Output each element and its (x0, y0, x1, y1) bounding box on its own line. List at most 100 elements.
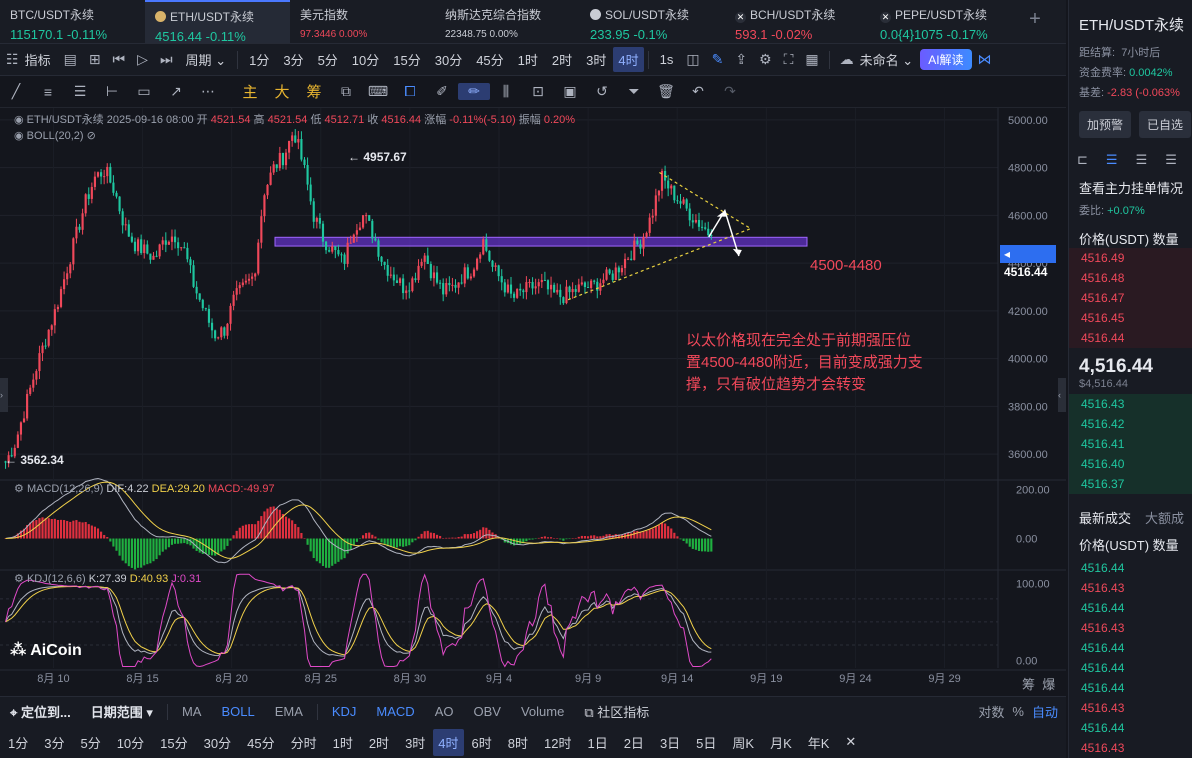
bottom-interval-19[interactable]: 周K (732, 735, 755, 751)
interval-4h[interactable]: 4时 (613, 47, 644, 72)
log-scale-toggle[interactable]: 对数 (978, 705, 1005, 720)
interval-5m[interactable]: 5分 (317, 53, 338, 68)
magnet-icon[interactable]: ⧉ (341, 83, 351, 99)
ticker-tab-nasdaq[interactable]: 纳斯达克综合指数 22348.75 0.00% (435, 0, 580, 43)
bottom-interval-11[interactable]: 4时 (433, 728, 464, 756)
locate-button[interactable]: ⌖ 定位到... (10, 705, 71, 720)
draw-active-icon[interactable]: ✏ (458, 83, 490, 100)
arrow-tool-icon[interactable]: ↗ (170, 83, 182, 99)
add-alert-button[interactable]: 加预警 (1079, 111, 1132, 138)
share-icon[interactable]: ⇪ (735, 51, 748, 67)
orderbook-row[interactable]: 4516.43 (1081, 397, 1125, 411)
trades-tab[interactable]: 最新成交 (1079, 511, 1132, 526)
interval-30m[interactable]: 30分 (434, 53, 463, 68)
ticker-tab-pepe[interactable]: ✕ PEPE/USDT永续 0.0{4}1075 -0.17% (870, 0, 1015, 43)
order-book-bids-icon[interactable]: ☰ (1165, 152, 1177, 167)
copy-icon[interactable]: ⧠ (404, 83, 416, 99)
ruler-icon[interactable]: ✐ (436, 83, 448, 99)
community-indicator-button[interactable]: ⧉ 社区指标 (584, 705, 650, 720)
main-force-button[interactable]: 主 (242, 84, 258, 101)
bottom-interval-4[interactable]: 15分 (160, 735, 188, 751)
settings-icon[interactable]: ⚙ (14, 483, 24, 495)
bottom-interval-10[interactable]: 3时 (405, 735, 426, 751)
pen-icon[interactable]: ✎ (711, 51, 724, 67)
ao-toggle[interactable]: AO (434, 704, 454, 719)
kdj-toggle[interactable]: KDJ (331, 704, 357, 719)
ticker-tab-sol[interactable]: SOL/USDT永续 233.95 -0.1% (580, 0, 725, 43)
ticker-tab-bch[interactable]: ✕ BCH/USDT永续 593.1 -0.02% (725, 0, 870, 43)
collapse-right-handle[interactable]: ‹ (1058, 378, 1066, 412)
bottom-interval-21[interactable]: 年K (807, 735, 830, 751)
step-back-icon[interactable]: ⏮ (112, 51, 126, 67)
auto-scale-toggle[interactable]: 自动 (1031, 705, 1058, 720)
indicators-button[interactable]: 指标 (24, 53, 51, 68)
play-icon[interactable]: ▷ (137, 51, 148, 67)
order-book-asks-icon[interactable]: ☰ (1135, 152, 1148, 167)
filter-icon[interactable]: ⏷ (628, 83, 640, 99)
period-dropdown[interactable]: 周期 ⌄ (179, 50, 234, 69)
ticker-tab-eth[interactable]: ETH/USDT永续 4516.44 -0.11% (145, 0, 290, 44)
ema-toggle[interactable]: EMA (274, 704, 303, 719)
interval-1s[interactable]: 1s (659, 52, 674, 67)
brush-icon[interactable]: ↺ (596, 83, 608, 99)
add-tab-icon[interactable]: + (1029, 8, 1041, 30)
interval-45m[interactable]: 45分 (476, 53, 504, 68)
bottom-interval-6[interactable]: 45分 (247, 735, 275, 751)
interval-2h[interactable]: 2时 (551, 53, 573, 68)
cloud-icon[interactable]: ☁ (839, 51, 854, 67)
boll-toggle[interactable]: BOLL (221, 704, 255, 719)
bottom-interval-5[interactable]: 30分 (203, 735, 232, 751)
orderbook-row[interactable]: 4516.48 (1069, 268, 1192, 288)
hline-tool-icon[interactable]: ⊢ (105, 83, 119, 99)
orderbook-row[interactable]: 4516.41 (1081, 437, 1125, 451)
orderbook-row[interactable]: 4516.49 (1069, 248, 1192, 268)
bottom-interval-20[interactable]: 月K (770, 735, 792, 751)
orderbook-row[interactable]: 4516.45 (1069, 308, 1192, 328)
bottom-interval-8[interactable]: 1时 (332, 735, 353, 751)
ma-toggle[interactable]: MA (181, 704, 202, 719)
settings-icon[interactable]: ⚙ (14, 573, 24, 585)
macd-toggle[interactable]: MACD (376, 704, 415, 719)
bottom-interval-9[interactable]: 2时 (368, 735, 390, 751)
template-dropdown[interactable]: 未命名 ⌄ (859, 53, 914, 68)
line-tool-icon[interactable]: ╱ (11, 83, 21, 99)
more-tools-icon[interactable]: ⋯ (201, 83, 215, 99)
depth-title[interactable]: 查看主力挂单情况 (1079, 181, 1184, 196)
collapse-left-handle[interactable]: › (0, 378, 8, 412)
bottom-interval-0[interactable]: 1分 (8, 735, 29, 751)
bottom-interval-15[interactable]: 1日 (587, 735, 608, 751)
interval-10m[interactable]: 10分 (351, 53, 380, 68)
redo-icon[interactable]: ↷ (724, 83, 736, 99)
orderbook-row[interactable]: 4516.42 (1081, 417, 1125, 431)
bottom-interval-14[interactable]: 12时 (544, 735, 572, 751)
hide-icon[interactable]: ⊘ (86, 130, 96, 142)
step-forward-icon[interactable]: ⏭ (159, 51, 173, 67)
share-nodes-icon[interactable]: ⋈ (977, 51, 992, 67)
bottom-interval-12[interactable]: 6时 (471, 735, 492, 751)
interval-3h[interactable]: 3时 (586, 53, 607, 68)
trash-icon[interactable]: 🗑 (657, 83, 675, 99)
interval-3m[interactable]: 3分 (283, 53, 304, 68)
bottom-interval-16[interactable]: 2日 (623, 735, 644, 751)
order-book-both-icon[interactable]: ☰ (1105, 152, 1118, 167)
obv-toggle[interactable]: OBV (473, 704, 501, 719)
interval-15m[interactable]: 15分 (393, 53, 421, 68)
calendar-icon[interactable]: ▤ (63, 51, 77, 67)
chip-button[interactable]: 筹 (306, 84, 322, 101)
gear-icon[interactable]: ⚙ (759, 51, 772, 67)
ticker-tab-dxy[interactable]: 美元指数 97.3446 0.00% (290, 0, 435, 43)
volume-toggle[interactable]: Volume (520, 704, 565, 719)
close-icon[interactable]: ✕ (845, 734, 857, 749)
ai-interpret-button[interactable]: AI解读 (920, 49, 972, 70)
indicator-icon[interactable]: ☷ (6, 51, 19, 67)
liquidation-axis-label[interactable]: 爆 (1042, 677, 1056, 692)
eye-icon[interactable]: ◉ (14, 130, 24, 142)
orderbook-row[interactable]: 4516.37 (1081, 477, 1125, 491)
orderbook-row[interactable]: 4516.47 (1069, 288, 1192, 308)
channel-tool-icon[interactable]: ☰ (73, 83, 87, 99)
layout-icon[interactable]: ⊞ (88, 51, 101, 67)
bottom-interval-17[interactable]: 3日 (659, 735, 681, 751)
chart-canvas[interactable]: 3600.003800.004000.004200.004400.004600.… (0, 108, 1066, 696)
ticker-tab-btc[interactable]: BTC/USDT永续 115170.1 -0.11% (0, 0, 145, 43)
undo-icon[interactable]: ↶ (692, 83, 704, 99)
